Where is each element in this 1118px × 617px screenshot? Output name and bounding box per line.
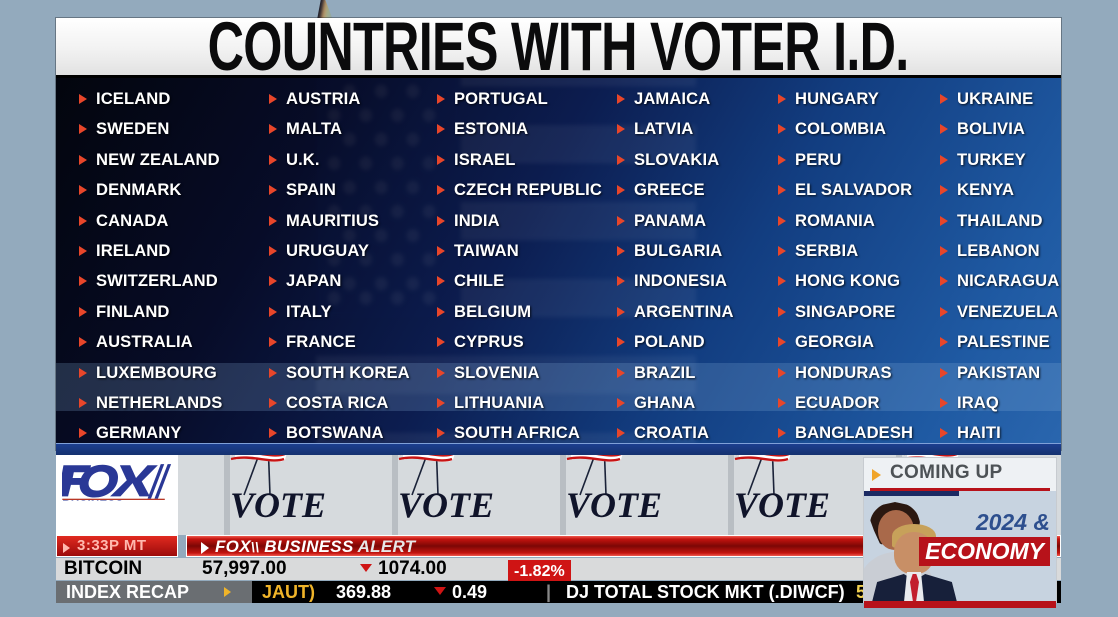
svg-text:BUSINESS: BUSINESS [62,500,123,501]
